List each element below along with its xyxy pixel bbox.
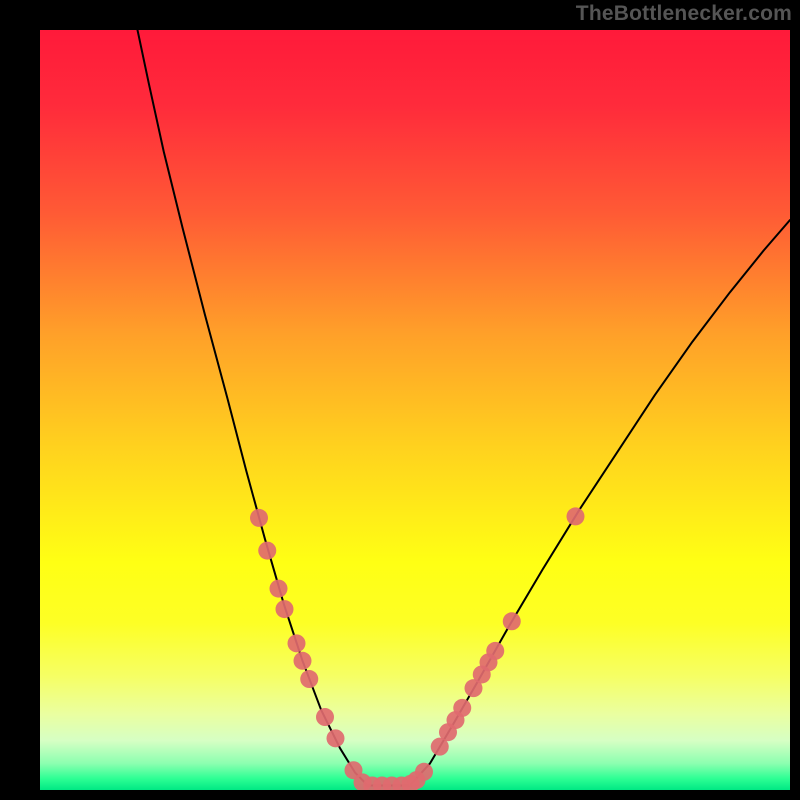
marker-point (486, 642, 504, 660)
marker-point (294, 652, 312, 670)
marker-point (270, 580, 288, 598)
marker-point (300, 670, 318, 688)
marker-point (276, 600, 294, 618)
marker-point (453, 699, 471, 717)
chart-frame: TheBottlenecker.com (0, 0, 800, 800)
marker-point (258, 542, 276, 560)
watermark-text: TheBottlenecker.com (576, 2, 792, 26)
marker-point (567, 507, 585, 525)
marker-point (288, 634, 306, 652)
marker-point (327, 729, 345, 747)
marker-point (250, 509, 268, 527)
plot-background-gradient (40, 30, 790, 790)
marker-point (415, 763, 433, 781)
marker-point (503, 612, 521, 630)
bottleneck-chart (0, 0, 800, 800)
marker-point (316, 708, 334, 726)
